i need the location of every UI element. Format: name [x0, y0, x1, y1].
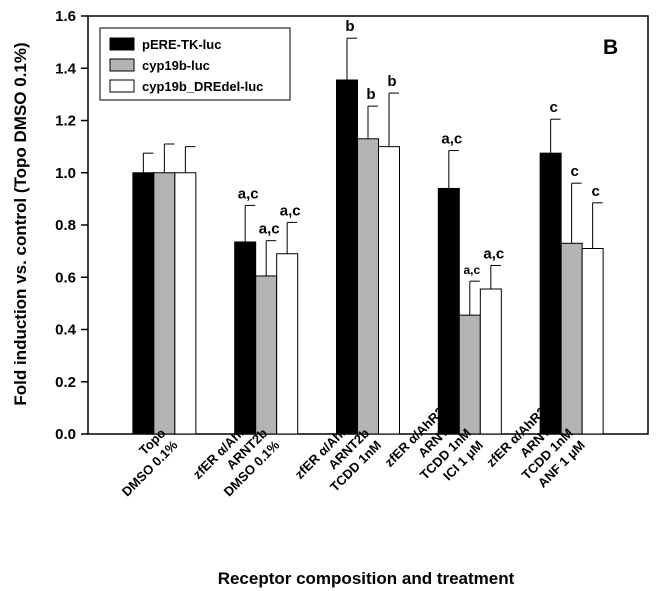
error-bars-layer — [142, 37, 603, 316]
significance-label: b — [345, 18, 354, 35]
y-axis-title: Fold induction vs. control (Topo DMSO 0.… — [11, 42, 30, 405]
bar — [276, 253, 299, 435]
legend-label: pERE-TK-luc — [142, 37, 221, 52]
significance-label: a,c — [238, 185, 259, 202]
legend-swatch — [109, 58, 135, 72]
x-axis-title: Receptor composition and treatment — [218, 569, 515, 588]
significance-label: b — [366, 86, 375, 103]
legend-label: cyp19b_DREdel-luc — [142, 79, 263, 94]
y-tick-label: 1.2 — [55, 113, 76, 130]
bar — [357, 138, 379, 435]
legend-swatch — [109, 79, 135, 93]
significance-label: b — [387, 73, 396, 90]
bar — [174, 172, 197, 435]
bar — [378, 146, 400, 435]
y-tick-label: 0.4 — [55, 322, 77, 339]
bars-layer — [132, 79, 604, 435]
legend: pERE-TK-luc cyp19b-luc cyp19b_DREdel-luc — [99, 27, 291, 101]
significance-label: a,c — [280, 202, 301, 219]
y-tick-label: 0.2 — [55, 374, 76, 391]
bar — [132, 172, 155, 435]
bar — [336, 79, 358, 435]
significance-label: c — [570, 163, 578, 180]
bar — [539, 152, 562, 435]
significance-label: a,c — [259, 221, 280, 238]
bar — [255, 275, 278, 435]
significance-label: a,c — [463, 263, 480, 277]
bar — [153, 172, 176, 435]
y-tick-label: 1.4 — [55, 60, 77, 77]
panel-letter: B — [603, 36, 618, 59]
y-tick-label: 1.0 — [55, 165, 76, 182]
y-tick-label: 0.0 — [55, 426, 76, 443]
bar — [234, 241, 257, 435]
legend-swatch — [109, 37, 135, 51]
bar — [560, 242, 583, 435]
y-tick-label: 1.6 — [55, 8, 76, 25]
bar — [437, 187, 460, 435]
y-tick-label: 0.8 — [55, 217, 76, 234]
y-axis-ticks: 0.0 0.2 0.4 0.6 0.8 1.0 1.2 1.4 1.6 — [55, 8, 88, 443]
y-tick-label: 0.6 — [55, 269, 76, 286]
legend-label: cyp19b-luc — [142, 58, 210, 73]
significance-label: a,c — [441, 131, 462, 148]
bar — [458, 314, 481, 435]
significance-label: a,c — [483, 245, 504, 262]
legend-items: pERE-TK-luc cyp19b-luc cyp19b_DREdel-luc — [109, 37, 263, 94]
significance-label: c — [549, 99, 557, 116]
significance-label: c — [591, 183, 599, 200]
bar — [581, 248, 604, 435]
bar — [479, 288, 502, 435]
